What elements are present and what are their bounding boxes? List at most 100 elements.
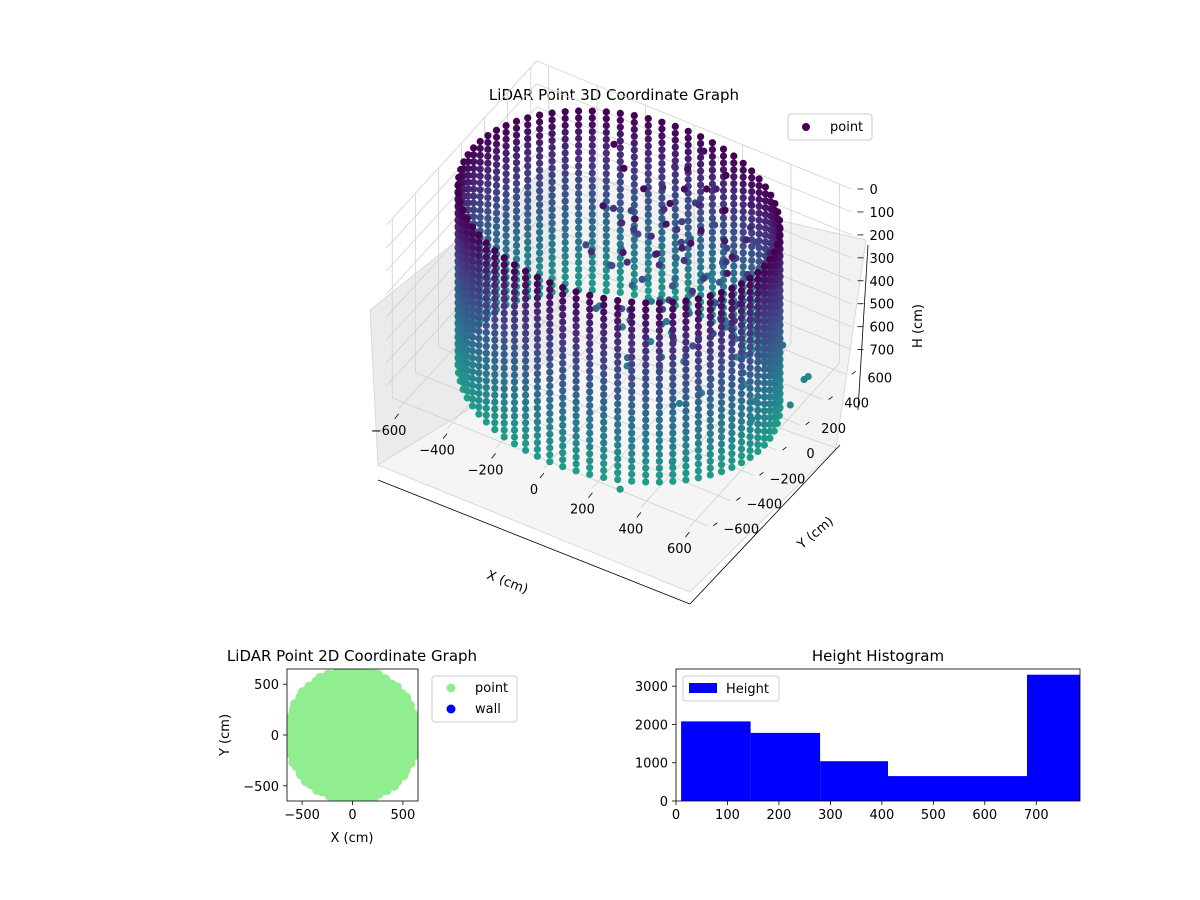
data-point-3d (669, 333, 677, 341)
data-point-3d (491, 364, 499, 372)
data-point-3d (717, 350, 726, 359)
data-point-3d (602, 149, 610, 157)
data-point-3d (476, 179, 484, 187)
data-point-3d (491, 336, 499, 344)
data-point-3d (561, 176, 569, 185)
data-point-3d (655, 347, 664, 355)
data-point-3d (668, 282, 677, 290)
data-point-3d (655, 478, 664, 486)
data-point-3d (468, 319, 477, 327)
data-point-3d (600, 398, 608, 406)
data-point-3d (644, 190, 652, 198)
data-point-3d (644, 259, 652, 267)
data-point-3d (533, 321, 542, 330)
data-point-3d (694, 453, 703, 461)
data-point-3d (766, 338, 774, 346)
data-point-2d (301, 776, 311, 787)
y-tick (851, 370, 856, 375)
data-point-3d (588, 183, 596, 191)
data-point-3d (468, 354, 477, 362)
data-point-3d (561, 121, 569, 129)
data-point-3d (719, 193, 728, 201)
data-point-3d (536, 111, 544, 119)
data-point-3d (717, 295, 726, 303)
data-point-3d (482, 273, 490, 281)
data-point-3d (658, 270, 666, 278)
z-axis-label-3d: H (cm) (911, 304, 926, 348)
data-point-3d (468, 347, 477, 355)
data-point-3d (630, 225, 638, 233)
data-point-3d (754, 317, 762, 325)
data-point-3d (737, 417, 746, 425)
data-point-3d (614, 407, 622, 415)
histogram-bar (750, 732, 821, 801)
data-point-3d (754, 365, 762, 373)
data-point-3d (730, 166, 738, 174)
x-axis-label-2d: X (cm) (331, 831, 374, 846)
data-point-3d (475, 321, 483, 329)
x-tick-label-3d: 200 (570, 503, 595, 518)
data-point-3d (644, 275, 652, 283)
data-point-3d (484, 159, 492, 167)
data-point-3d (669, 374, 677, 382)
data-point-3d (642, 313, 650, 321)
data-point-3d (760, 262, 769, 270)
data-point-3d (616, 151, 624, 159)
data-point-3d (559, 311, 567, 319)
data-point-3d (669, 381, 677, 389)
data-point-3d (546, 299, 554, 307)
data-point-3d (728, 395, 736, 403)
data-point-2d (405, 758, 416, 768)
data-point-3d (475, 396, 483, 404)
data-point-3d (708, 249, 717, 257)
data-point-3d (572, 384, 580, 392)
data-point-3d (642, 299, 650, 307)
data-point-3d (492, 188, 501, 196)
data-point-3d (766, 386, 774, 394)
data-point-3d (602, 280, 610, 288)
data-point-3d (739, 214, 747, 222)
data-point-3d (484, 180, 492, 188)
data-point-3d (546, 451, 554, 459)
data-point-3d (723, 269, 731, 277)
data-point-3d (586, 429, 594, 437)
data-point-3d (684, 203, 692, 211)
data-point-3d (559, 284, 567, 292)
data-point-3d (697, 167, 705, 175)
data-point-3d (575, 279, 583, 287)
data-point-3d (475, 265, 483, 274)
data-point-3d (766, 331, 774, 339)
data-point-3d (697, 188, 705, 196)
data-point-3d (628, 436, 636, 444)
data-point-3d (717, 419, 726, 427)
data-point-3d (522, 288, 530, 296)
data-point-3d (766, 310, 774, 318)
z-tick-label-3d: 100 (870, 206, 895, 221)
data-point-3d (602, 184, 610, 192)
data-point-3d (721, 206, 729, 214)
x-tick (588, 492, 593, 498)
data-point-3d (614, 400, 622, 408)
data-point-3d (533, 342, 542, 350)
data-point-3d (760, 358, 769, 367)
data-point-3d (586, 408, 594, 417)
data-point-3d (482, 418, 490, 426)
data-point-3d (614, 303, 622, 312)
data-point-3d (642, 354, 650, 362)
data-point-3d (688, 287, 697, 295)
data-point-3d (658, 139, 666, 147)
data-point-3d (588, 169, 596, 177)
data-point-3d (586, 360, 594, 368)
data-point-3d (706, 347, 714, 355)
data-point-3d (500, 254, 508, 262)
data-point-3d (658, 194, 666, 202)
z-tick-label-3d: 500 (870, 298, 895, 313)
data-point-3d (522, 398, 530, 406)
data-point-3d (482, 294, 490, 302)
data-point-3d (536, 132, 544, 140)
data-point-2d (287, 721, 293, 731)
data-point-3d (754, 323, 762, 332)
data-point-3d (644, 238, 652, 247)
data-point-3d (655, 464, 664, 472)
data-point-3d (755, 182, 763, 190)
